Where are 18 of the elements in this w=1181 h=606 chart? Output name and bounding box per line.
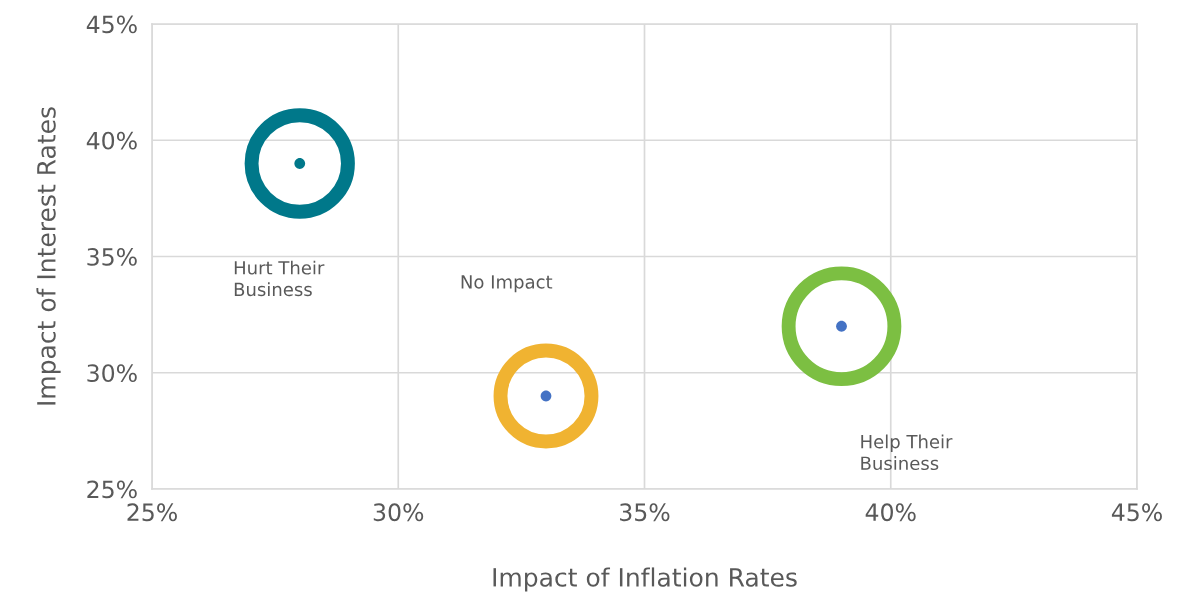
x-axis-title: Impact of Inflation Rates [493,567,797,592]
x-tick-label: 30% [373,503,424,522]
x-tick-label: 40% [865,503,916,522]
point [294,158,306,169]
annotation: Hurt Their Business [234,260,325,297]
y-tick-label: 30% [87,364,137,383]
annotation: No Impact [461,275,553,293]
y-tick-label: 35% [87,247,137,266]
y-tick-label: 25% [87,480,137,499]
point [836,320,847,332]
y-tick-label: 45% [86,15,137,34]
x-tick-label: 25% [127,503,177,522]
x-tick-label: 35% [620,503,670,522]
y-tick-label: 40% [86,131,137,150]
annotation: Help Their Business [861,434,953,471]
y-axis-title: Impact of Interest Rates [36,107,61,405]
x-tick-label: 45% [1111,503,1162,522]
point [540,390,552,402]
